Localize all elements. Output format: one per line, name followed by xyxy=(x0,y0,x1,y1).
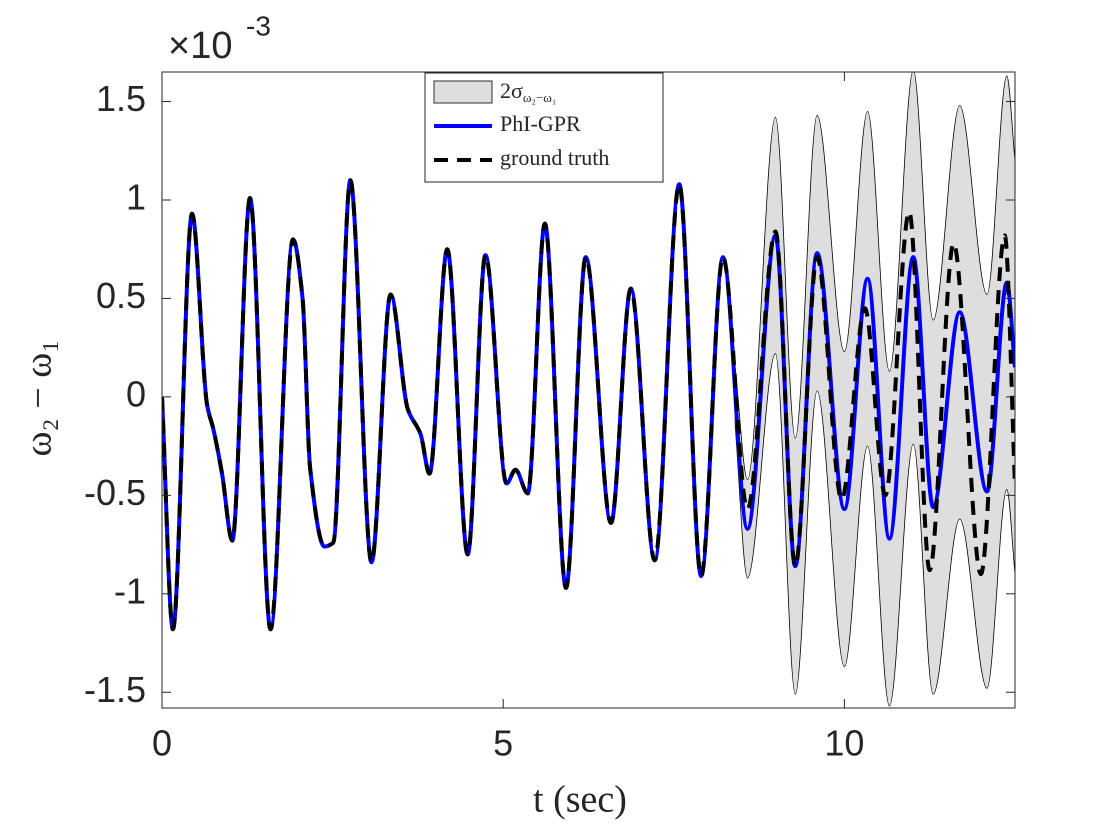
y-tick-label: -1 xyxy=(114,570,146,611)
y-tick-label: -0.5 xyxy=(84,472,146,513)
axes-box xyxy=(161,71,1016,709)
exponent-base: ×10 xyxy=(168,25,232,67)
legend-swatch xyxy=(433,80,493,104)
x-axis-label: t (sec) xyxy=(533,779,627,821)
y-tick-label: 1.5 xyxy=(96,78,146,119)
y-tick-label: -1.5 xyxy=(84,669,146,710)
y-axis-label: ω₂ − ω₁ xyxy=(18,340,60,457)
legend-label: ground truth xyxy=(500,145,609,170)
x-tick-label: 5 xyxy=(493,723,513,764)
y-tick-label: 0 xyxy=(126,373,146,414)
x-tick-label: 10 xyxy=(824,723,864,764)
plot xyxy=(162,72,1015,707)
legend-label-sub: ω₂−ω₁ xyxy=(523,90,557,105)
series-line xyxy=(162,178,1015,632)
exponent-power: -3 xyxy=(246,10,271,41)
axes: 0 5 10 -1.5 -1 -0.5 0 0.5 1 1.5 xyxy=(84,72,1015,764)
series-line xyxy=(162,178,1015,632)
legend-label: 2σω₂−ω₁ xyxy=(500,78,556,105)
legend-label: PhI-GPR xyxy=(500,111,581,136)
legend-label-main: 2σ xyxy=(500,78,523,103)
confidence-band xyxy=(734,72,1015,707)
x-tick-label: 0 xyxy=(152,723,172,764)
legend: 2σω₂−ω₁ PhI-GPR ground truth xyxy=(424,72,664,183)
y-tick-label: 0.5 xyxy=(96,275,146,316)
y-tick-label: 1 xyxy=(126,177,146,218)
